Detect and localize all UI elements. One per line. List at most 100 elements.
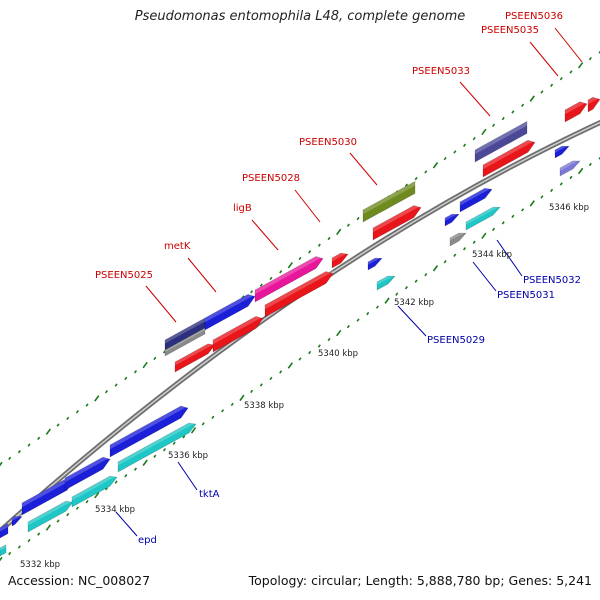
cds-red-1 [174,343,216,373]
tick-mark [66,416,70,421]
gene-cyan-left [0,544,7,557]
gene-cyan-2 [71,475,118,508]
cds-red-4 [331,252,349,269]
tick-mark [529,95,535,102]
gene-pseen5025-under [164,327,206,357]
tick-mark [259,383,263,387]
tick-mark [221,409,225,413]
tick-mark [94,395,100,402]
tick-mark [366,311,370,316]
tick-mark [443,156,447,161]
gene-label-top: PSEEN5033 [412,66,470,77]
tick-mark [550,188,554,193]
gene-pseen5025-under-shine [165,328,205,353]
scale-label: 5344 kbp [472,250,512,260]
cds-red-6-shine [483,136,535,170]
cds-red-2 [212,316,264,353]
tick-mark [182,435,186,439]
tick-mark [250,389,254,394]
leader-line-bottom [177,461,198,491]
gene-pseen5033-bar [474,120,528,163]
tick-mark [133,370,138,374]
gene-cyan-2-shine [72,472,117,501]
tick-mark [529,200,535,207]
tick-mark [404,285,408,290]
gene-right-small-shine [555,142,569,153]
cds-red-1-shine [175,340,215,366]
cds-red-4-shine [332,249,348,262]
gene-label-top: metK [164,241,191,252]
backbone-highlight [0,121,600,533]
tick-mark [336,329,342,337]
tick-mark [287,261,293,269]
gene-pseen5029-upper [367,257,383,271]
tick-mark [375,305,379,309]
tick-mark [521,208,525,212]
tick-mark [462,143,467,147]
tick-mark [37,532,41,536]
gene-lavender-shine [560,157,580,171]
tick-mark [559,76,563,81]
gene-metk-bar-shine [205,290,255,323]
tick-mark [45,524,52,531]
leader-line-bottom [397,305,427,337]
diagram-title: Pseudomonas entomophila L48, complete ge… [134,9,466,24]
tick-mark [298,256,302,261]
tick-mark [269,276,273,281]
gene-pseen5029-upper-shine [368,254,382,265]
leader-line-top [459,81,491,117]
tick-mark [317,243,321,247]
tick-mark [172,441,176,445]
leader-line-bottom [496,239,523,277]
tick-mark [453,253,457,257]
gene-label-top: PSEEN5030 [299,137,357,148]
tick-mark [559,182,563,186]
gene-metk-bar [204,294,256,331]
tick-mark [250,290,254,294]
cds-red-8-shine [588,93,600,105]
gene-left-small-shine [0,523,8,532]
tick-mark [481,232,487,240]
tick-mark [230,402,234,407]
tick-mark [356,216,360,221]
cds-red-5 [372,205,422,241]
tick-mark [346,223,350,227]
tick-mark [27,538,31,543]
leader-line-top [349,152,378,186]
tick-mark [211,415,215,420]
gene-tkta-cyan [117,422,197,473]
cds-red-7-shine [565,97,587,115]
tick-mark [540,195,544,199]
tick-mark [308,350,312,355]
tick-mark [443,260,447,264]
tick-mark [124,474,128,478]
tick-mark [279,270,283,274]
gene-pseen5031-small [444,213,460,227]
gene-label-bottom: PSEEN5031 [497,290,555,301]
gene-pseen5032-upper-shine [460,184,492,206]
tick-mark [56,423,60,427]
tick-mark [66,512,70,517]
gene-upper-2-shine [65,453,110,483]
tick-mark [577,62,584,69]
leader-line-top [251,219,279,251]
tick-mark [153,356,157,361]
gene-pseen5029-cyan [376,275,396,291]
cds-red-2-shine [213,312,263,345]
tick-mark [598,50,600,54]
tick-mark [27,443,31,447]
label-leaders [115,27,583,537]
tick-mark [75,506,79,510]
tick-mark [414,176,418,181]
tick-mark [142,459,148,466]
genome-backbone [0,119,600,535]
gene-pseen5030-bar [362,180,416,223]
gene-upper-2 [64,456,111,491]
gene-left-small-2 [11,516,23,527]
tick-mark [521,103,525,107]
gene-gray-1-shine [450,229,466,241]
tick-mark [124,376,128,381]
leader-line-top [529,41,559,77]
tick-mark [492,123,496,127]
